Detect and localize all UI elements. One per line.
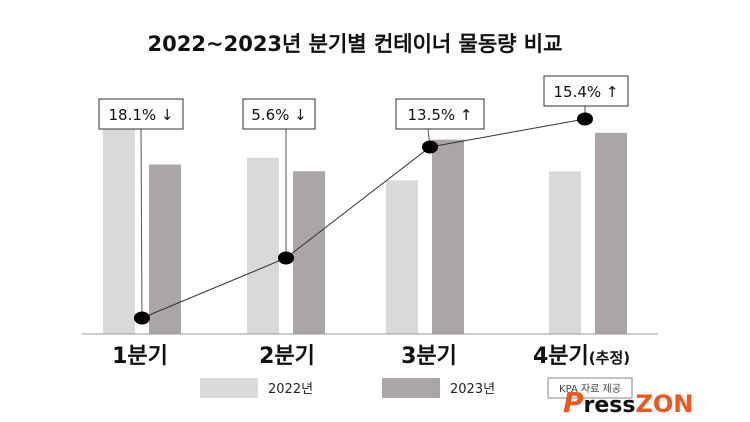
callout-box-4 <box>543 75 629 107</box>
callout-box-2 <box>242 98 316 130</box>
legend: 2022년 2023년 <box>200 378 495 398</box>
logo-word-zon: ZON <box>636 390 694 418</box>
presszon-wordmark: PressZON <box>563 386 693 419</box>
legend-label-2022: 2022년 <box>268 382 313 397</box>
chart-title: 2022~2023년 분기별 컨테이너 물동량 비교 <box>148 32 563 56</box>
legend-swatch-2022 <box>200 378 258 398</box>
overlay-point-4 <box>577 112 593 126</box>
logo-word-ress: ress <box>584 393 636 418</box>
overlay-line <box>141 118 586 319</box>
bar-2022년-2분기 <box>247 157 279 334</box>
bar-2023년-3분기 <box>432 139 464 334</box>
overlay-point-2 <box>278 251 294 265</box>
category-label-2: 2분기 <box>259 344 315 369</box>
presszon-logo: PressZON <box>563 386 693 419</box>
category-suffix-4: (추정) <box>589 349 630 367</box>
bar-2022년-4분기 <box>549 171 581 334</box>
source-note-box <box>547 377 633 399</box>
overlay-point-3 <box>422 140 438 154</box>
category-labels: 1분기 2분기 3분기 4분기(추정) <box>112 344 630 369</box>
bar-2023년-4분기 <box>595 132 627 334</box>
callout-label-3: 13.5% ↑ <box>408 106 473 124</box>
legend-swatch-2023 <box>382 378 440 398</box>
overlay-point-1 <box>134 311 150 325</box>
callout-label-1: 18.1% ↓ <box>109 106 174 124</box>
bar-group <box>103 119 627 334</box>
callout-leader-1 <box>140 128 143 319</box>
callout-box-1 <box>98 98 184 130</box>
bar-2022년-3분기 <box>386 180 418 334</box>
source-note-text: KPA 자료 제공 <box>559 383 621 395</box>
callout-label-2: 5.6% ↓ <box>251 106 306 124</box>
category-label-1: 1분기 <box>112 344 168 369</box>
callout-box-3 <box>395 98 485 130</box>
category-label-4: 4분기(추정) <box>533 344 630 369</box>
overlay-line-group: 18.1% ↓ 5.6% ↓ 13.5% ↑ 15.4% ↑ <box>98 75 629 325</box>
callout-label-4: 15.4% ↑ <box>554 83 619 101</box>
bar-2023년-2분기 <box>293 171 325 334</box>
logo-letter-p: P <box>563 386 584 419</box>
source-note: KPA 자료 제공 <box>547 377 633 399</box>
category-label-3: 3분기 <box>401 344 457 369</box>
legend-label-2023: 2023년 <box>450 382 495 397</box>
bar-2022년-1분기 <box>103 119 135 334</box>
bar-2023년-1분기 <box>149 164 181 334</box>
